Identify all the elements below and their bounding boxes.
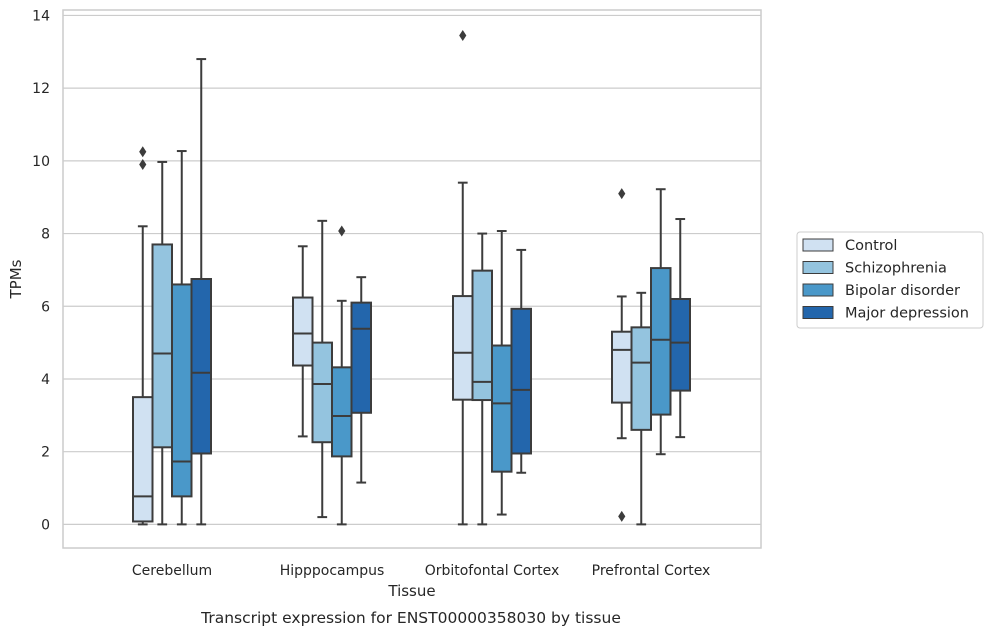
y-tick-label: 10 — [32, 154, 50, 170]
legend-label: Schizophrenia — [845, 261, 947, 277]
y-tick-label: 12 — [32, 81, 50, 97]
legend-label: Major depression — [845, 306, 969, 322]
x-tick-label: Prefrontal Cortex — [592, 563, 711, 579]
box-schizophrenia — [630, 291, 652, 526]
iqr-box — [471, 269, 493, 402]
legend-frame — [796, 231, 984, 329]
y-tick-label: 0 — [41, 517, 50, 533]
iqr-box — [151, 243, 173, 449]
box-major-depression — [510, 248, 532, 474]
iqr-box — [452, 295, 474, 401]
outlier-point — [618, 188, 626, 200]
box-bipolar-disorder — [331, 225, 353, 526]
box-bipolar-disorder — [650, 188, 672, 456]
y-tick-label: 14 — [32, 8, 50, 24]
iqr-box — [292, 296, 314, 367]
legend-label: Control — [845, 238, 897, 254]
plot-border — [62, 9, 762, 549]
y-tick-label: 8 — [41, 227, 50, 243]
legend-swatch — [802, 238, 834, 252]
iqr-box — [350, 301, 372, 414]
box-control — [132, 146, 154, 526]
boxes — [132, 29, 691, 526]
x-tick-label: Cerebellum — [132, 563, 212, 579]
figure-caption: Transcript expression for ENST0000035803… — [200, 609, 621, 627]
box-major-depression — [190, 58, 212, 526]
box-control — [611, 188, 633, 522]
legend-label: Bipolar disorder — [845, 283, 960, 299]
box-control — [292, 245, 314, 438]
box-major-depression — [669, 218, 691, 439]
legend-swatch — [802, 261, 834, 274]
box-major-depression — [350, 276, 372, 484]
iqr-box — [331, 366, 353, 458]
iqr-box — [611, 330, 633, 404]
iqr-box — [132, 396, 154, 523]
x-axis-label: Tissue — [387, 582, 435, 600]
box-schizophrenia — [151, 160, 173, 526]
y-tick-label: 2 — [41, 445, 50, 461]
legend-swatch — [802, 283, 834, 297]
y-tick-label: 6 — [41, 299, 50, 315]
box-schizophrenia — [471, 232, 493, 526]
x-tick-label: Orbitofontal Cortex — [425, 563, 560, 579]
box-bipolar-disorder — [171, 150, 193, 526]
outlier-point — [338, 225, 346, 237]
legend: Control Schizophrenia Bipolar disorder Majo… — [796, 231, 984, 329]
y-axis-ticks: 0 2 4 6 8 10 12 14 — [32, 8, 50, 533]
y-tick-label: 4 — [41, 372, 50, 388]
x-axis-ticks: Cerebellum Hipppocampus Orbitofontal Corte… — [132, 563, 710, 579]
box-bipolar-disorder — [491, 230, 513, 516]
outlier-point — [459, 29, 467, 41]
iqr-box — [171, 283, 193, 498]
iqr-box — [630, 326, 652, 431]
plot-frame — [62, 9, 762, 549]
legend-swatch — [802, 306, 834, 319]
outlier-point — [139, 146, 147, 158]
outlier-point — [618, 510, 626, 522]
y-axis-label: TPMs — [7, 259, 25, 299]
box-control — [452, 29, 474, 526]
iqr-box — [510, 307, 532, 455]
iqr-box — [669, 297, 691, 392]
iqr-box — [650, 267, 672, 416]
iqr-box — [190, 278, 212, 455]
iqr-box — [311, 341, 333, 444]
x-tick-label: Hipppocampus — [280, 563, 385, 579]
box-schizophrenia — [311, 219, 333, 519]
outlier-point — [139, 158, 147, 170]
iqr-box — [491, 344, 513, 473]
